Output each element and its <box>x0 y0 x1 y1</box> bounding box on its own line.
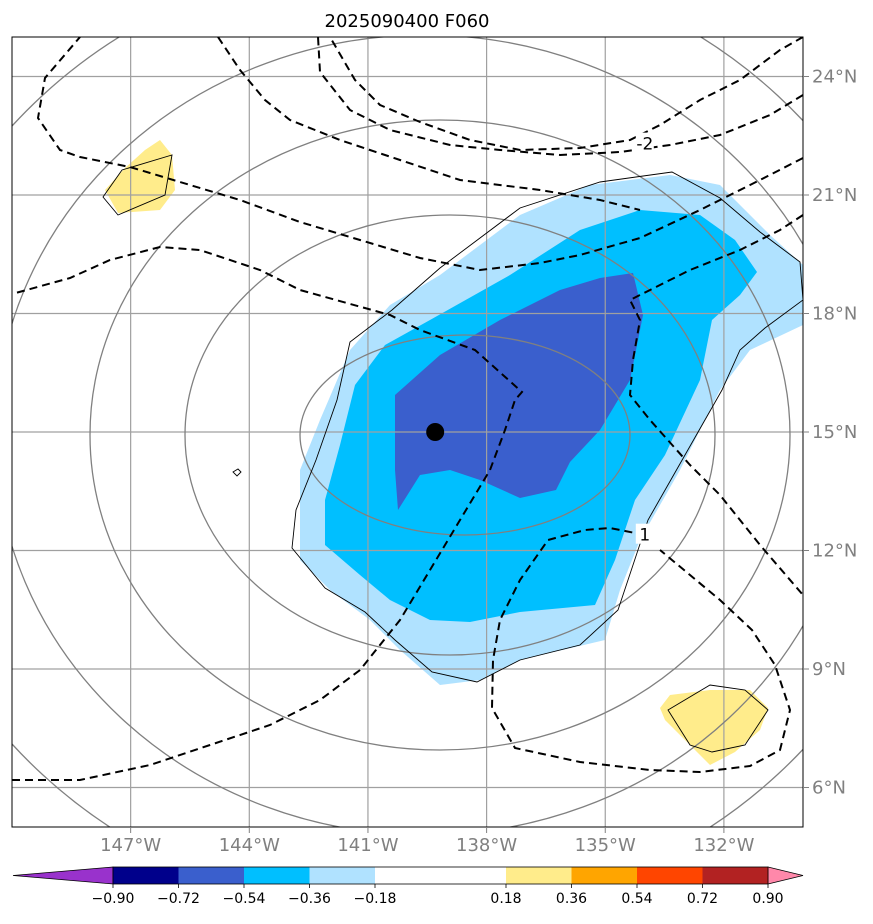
colorbar-swatch <box>571 867 638 884</box>
colorbar-extend-max <box>767 866 804 885</box>
shade-dark-blue <box>395 273 643 510</box>
dashed-contour <box>490 526 792 774</box>
dashed-contour <box>317 37 803 157</box>
black-solid-contours <box>102 154 803 753</box>
colorbar-swatch <box>178 867 245 884</box>
colorbar-tick-label: 0.54 <box>621 891 652 907</box>
colorbar-tick-label: −0.72 <box>157 891 200 907</box>
colorbar-swatch <box>375 867 507 884</box>
colorbar-swatch <box>309 867 376 884</box>
colorbar-tick-label: 0.18 <box>490 891 521 907</box>
colorbar-tick-label: 0.36 <box>556 891 587 907</box>
y-tick-label: 15°N <box>812 422 857 443</box>
contour-label: 1 <box>639 526 650 546</box>
x-tick-label: 132°W <box>693 835 754 856</box>
contour-label: -2 <box>636 135 653 155</box>
x-tick-label: 135°W <box>575 835 636 856</box>
colorbar-swatch <box>244 867 310 884</box>
contour-label-halo <box>635 523 654 544</box>
colorbar-outline <box>112 866 769 885</box>
contour-labels: -2 1 <box>635 132 654 546</box>
storm-center-marker <box>426 423 445 441</box>
colorbar-extend-min <box>12 866 114 885</box>
colorbar-tick-label: −0.54 <box>223 891 266 907</box>
colorbar-tick-label: −0.36 <box>288 891 331 907</box>
y-tick-label: 12°N <box>812 541 857 562</box>
colorbar: −0.90 −0.72 −0.54 −0.36 −0.18 0.18 0.36 0.54 0.7… <box>12 866 804 907</box>
x-tick-label: 141°W <box>337 835 398 856</box>
y-tick-label: 9°N <box>812 659 846 680</box>
x-tick-label: 138°W <box>456 835 517 856</box>
grey-ring <box>299 334 631 536</box>
x-tick-label: 147°W <box>100 835 161 856</box>
colorbar-tick-label: 0.90 <box>752 891 783 907</box>
dashed-contour <box>217 37 641 211</box>
grey-ring <box>89 119 791 751</box>
gridlines <box>12 37 803 827</box>
colorbar-tick-label: −0.90 <box>92 891 135 907</box>
x-axis: 147°W 144°W 141°W 138°W 135°W 132°W <box>100 827 755 856</box>
dashed-contour <box>329 37 803 152</box>
colorbar-swatch <box>637 867 703 884</box>
x-tick-label: 144°W <box>219 835 280 856</box>
colorbar-swatch <box>506 867 572 884</box>
colorbar-tick-label: 0.72 <box>687 891 718 907</box>
colorbar-swatch <box>113 867 179 884</box>
contour-label-halo <box>635 132 654 153</box>
colorbar-tick-label: −0.18 <box>354 891 397 907</box>
y-tick-label: 24°N <box>812 67 857 88</box>
solid-contour-small <box>232 468 242 477</box>
y-tick-label: 21°N <box>812 185 857 206</box>
solid-contour-main <box>291 171 803 683</box>
dashed-contour <box>36 37 803 272</box>
solid-contour-se <box>667 684 769 753</box>
grey-ring <box>184 214 716 656</box>
shade-yellow-se <box>660 690 768 765</box>
dashed-contour <box>12 245 524 781</box>
shade-yellow-nw <box>105 140 175 213</box>
y-tick-label: 6°N <box>812 778 846 799</box>
colorbar-swatch <box>702 867 769 884</box>
chart-title: 2025090400 F060 <box>325 11 490 32</box>
dashed-contours <box>12 37 803 781</box>
y-tick-label: 18°N <box>812 304 857 325</box>
y-axis: 6°N 9°N 12°N 15°N 18°N 21°N 24°N <box>803 67 857 799</box>
solid-contour-nw <box>102 154 173 216</box>
dashed-contour <box>628 214 803 596</box>
